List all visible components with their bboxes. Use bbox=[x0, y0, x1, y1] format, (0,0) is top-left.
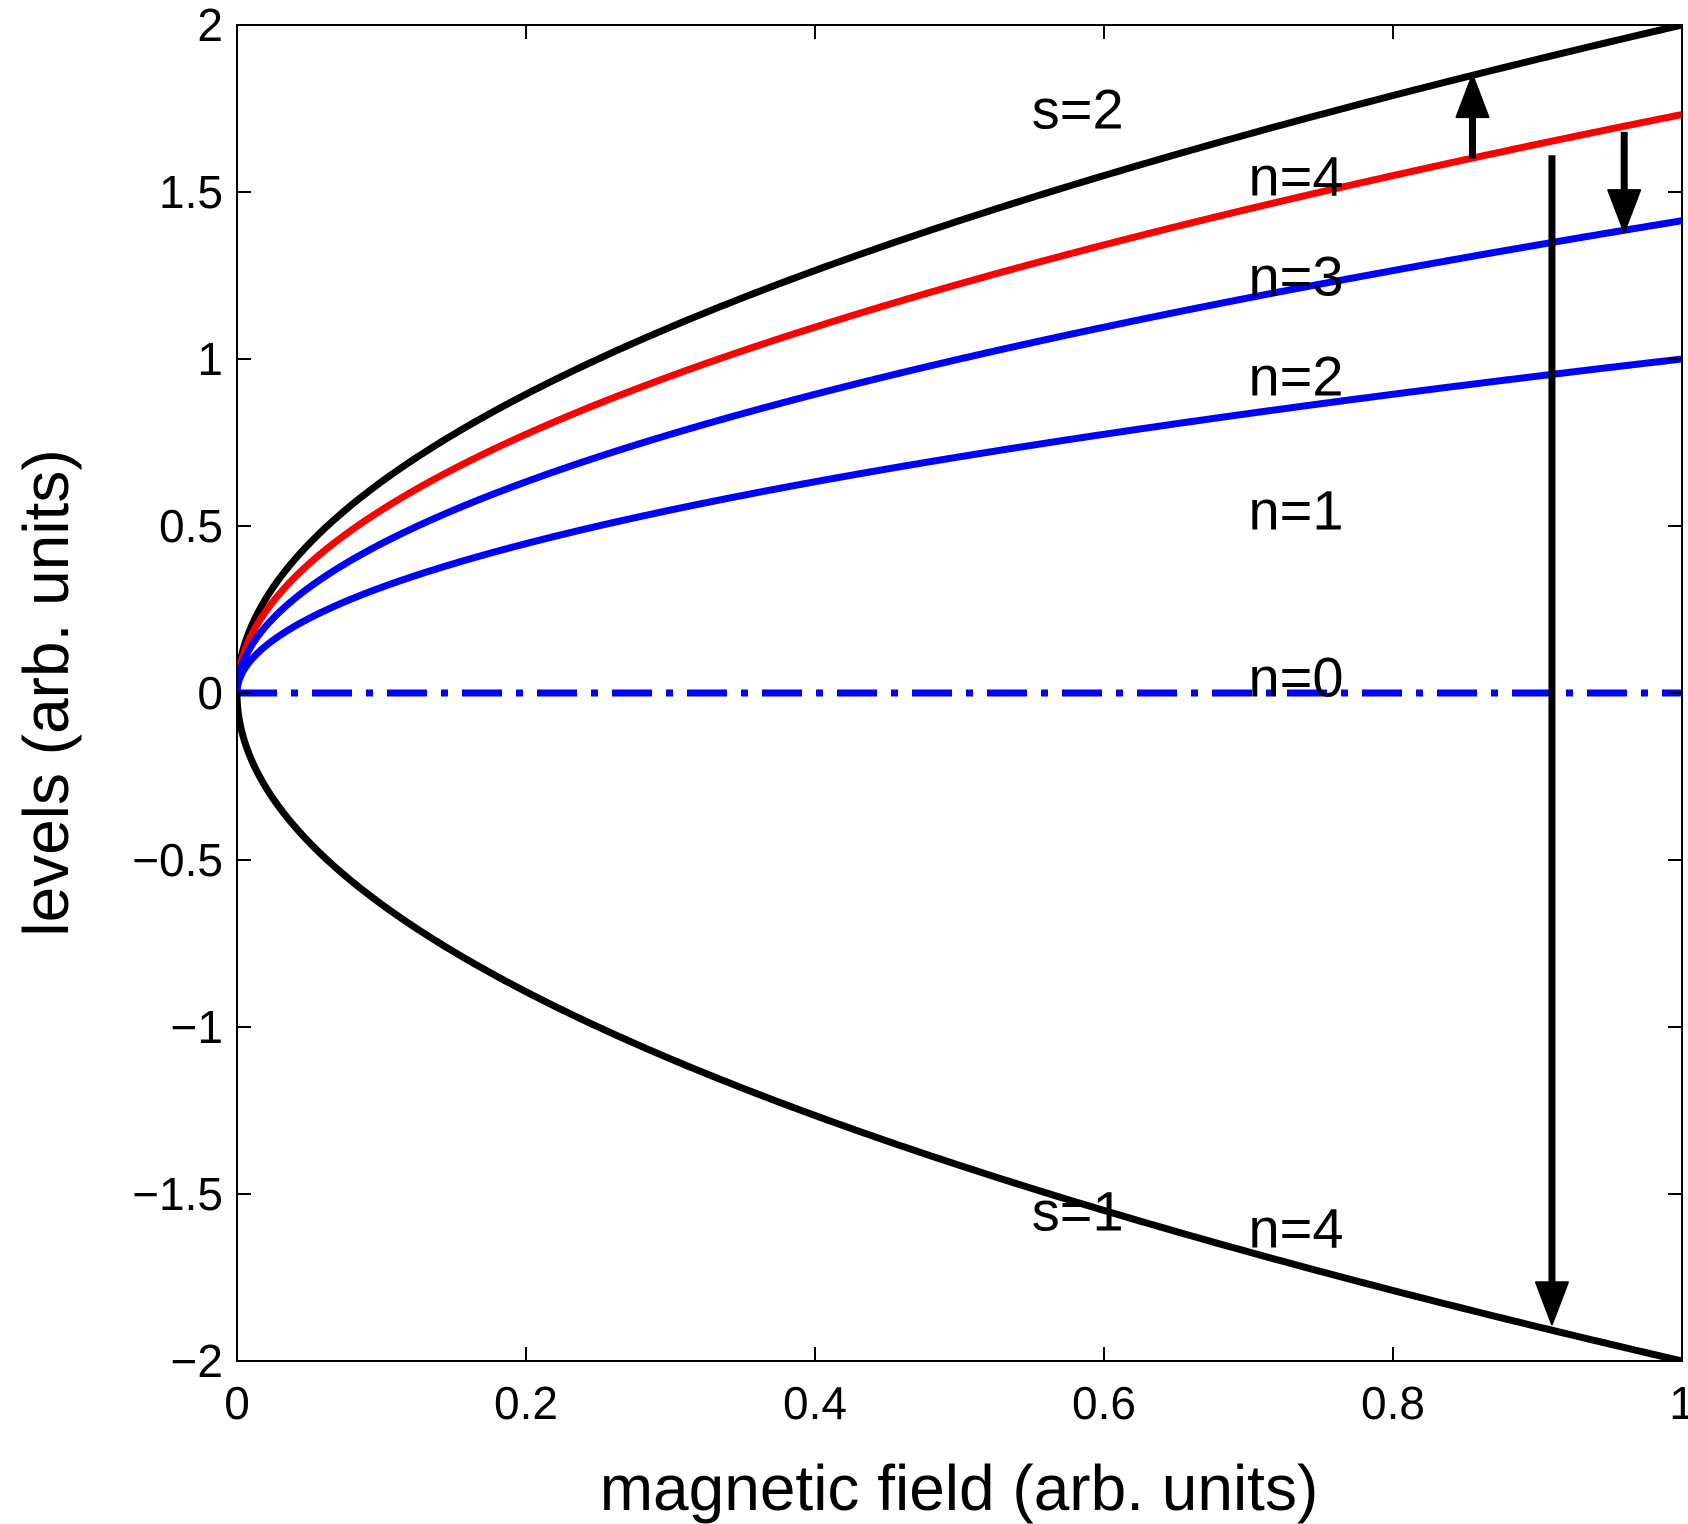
series-line-s-2-upper bbox=[237, 25, 1682, 696]
x-tick-label: 0 bbox=[224, 1377, 250, 1429]
series-line-s-1-lower bbox=[237, 690, 1682, 1361]
series-line-n-3 bbox=[237, 111, 1682, 696]
tick-layer: 0 0.2 0.4 0.6 0.8 1 2 1.5 1 0.5 0 −0.5 −1 −1.5 −2 bbox=[132, 0, 1688, 1429]
y-tick-label: 2 bbox=[197, 0, 223, 51]
y-tick-label: −2 bbox=[171, 1335, 223, 1387]
annotation-n-2: n=2 bbox=[1249, 345, 1344, 408]
arrow-down-short bbox=[1607, 131, 1642, 234]
annotation-n-3: n=3 bbox=[1249, 245, 1344, 308]
x-axis-label: magnetic field (arb. units) bbox=[600, 1452, 1319, 1524]
arrow-down-short-head bbox=[1607, 189, 1642, 234]
series-layer bbox=[237, 25, 1682, 1361]
y-tick-label: 0 bbox=[197, 667, 223, 719]
arrow-down-long-head bbox=[1534, 1281, 1569, 1326]
y-tick-label: −0.5 bbox=[132, 834, 223, 886]
y-tick-label: 0.5 bbox=[159, 500, 223, 552]
arrow-up bbox=[1455, 74, 1490, 159]
x-tick-label: 0.8 bbox=[1361, 1377, 1425, 1429]
y-tick-label: 1.5 bbox=[159, 166, 223, 218]
x-tick-label: 1 bbox=[1669, 1377, 1688, 1429]
y-tick-label: −1.5 bbox=[132, 1168, 223, 1220]
series-line-n-2 bbox=[237, 217, 1682, 696]
y-axis-label: levels (arb. units) bbox=[10, 449, 82, 936]
annotation-n-1: n=1 bbox=[1249, 478, 1344, 541]
y-tick-label: −1 bbox=[171, 1001, 223, 1053]
arrow-layer bbox=[1455, 74, 1642, 1326]
annotation-s-1: s=1 bbox=[1032, 1180, 1124, 1243]
arrow-up-head bbox=[1455, 74, 1490, 119]
series-line-n-1 bbox=[237, 355, 1682, 696]
annotation-s-2: s=2 bbox=[1032, 78, 1124, 141]
annotation-n-4: n=4 bbox=[1249, 144, 1344, 207]
x-tick-label: 0.6 bbox=[1072, 1377, 1136, 1429]
y-tick-label: 1 bbox=[197, 333, 223, 385]
annotation-n-4: n=4 bbox=[1249, 1196, 1344, 1259]
annotation-layer: s=2 n=4 n=3 n=2 n=1 n=0 s=1 n=4 bbox=[1032, 78, 1344, 1260]
annotation-n-0: n=0 bbox=[1249, 645, 1344, 708]
x-tick-label: 0.2 bbox=[494, 1377, 558, 1429]
x-tick-label: 0.4 bbox=[783, 1377, 847, 1429]
arrow-down-long bbox=[1534, 155, 1569, 1326]
